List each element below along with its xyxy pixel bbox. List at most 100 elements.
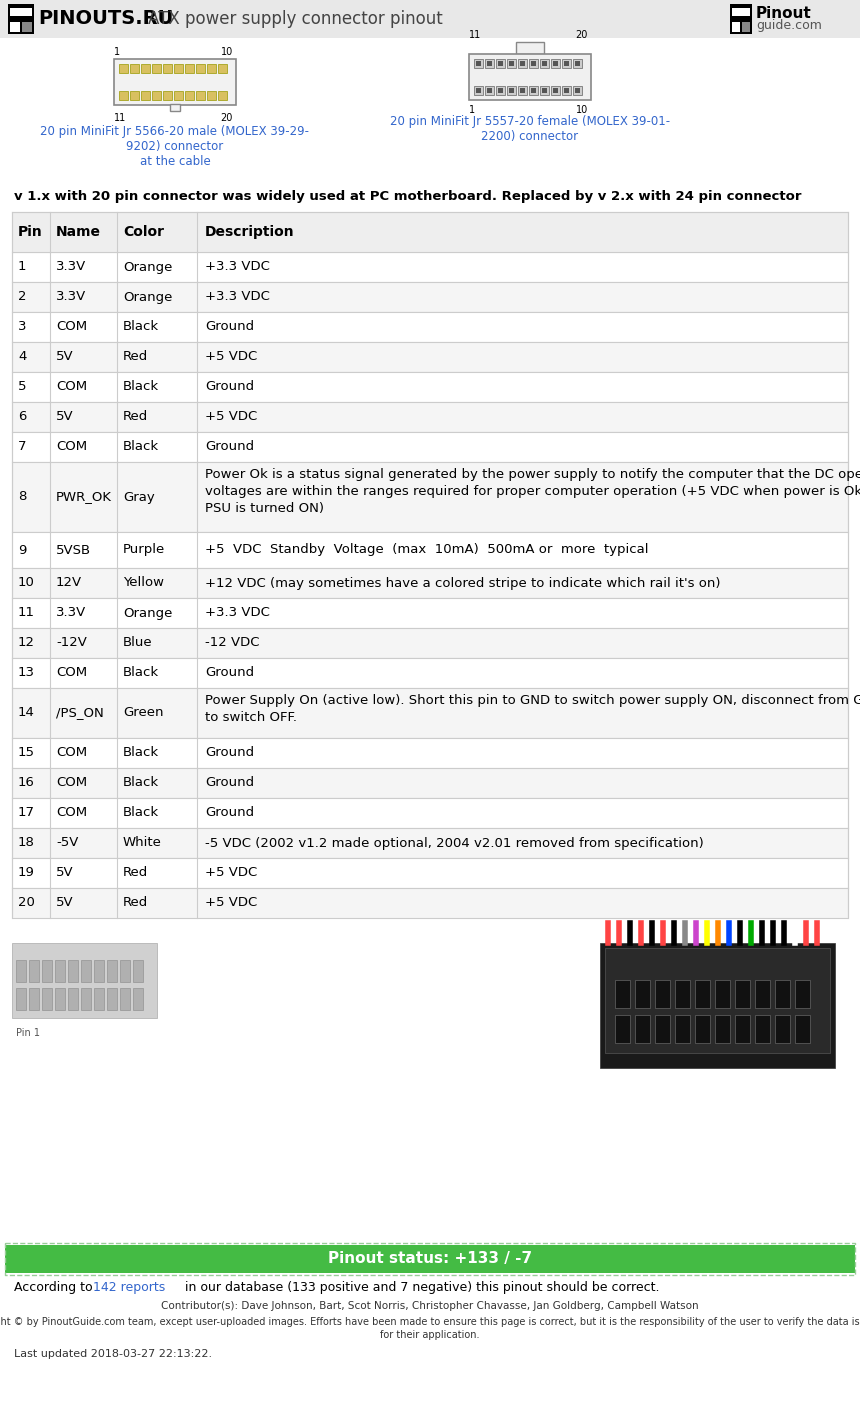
Bar: [218, 64, 227, 73]
Text: COM: COM: [56, 666, 87, 680]
Bar: [12, 568, 848, 598]
Text: COM: COM: [56, 807, 87, 820]
Bar: [732, 21, 740, 31]
Bar: [55, 961, 65, 982]
Bar: [542, 88, 547, 92]
Bar: [605, 948, 830, 1053]
Bar: [94, 961, 104, 982]
Bar: [507, 85, 516, 95]
Bar: [730, 4, 752, 34]
Bar: [196, 64, 205, 73]
Bar: [120, 961, 130, 982]
Bar: [469, 54, 591, 100]
Text: COM: COM: [56, 777, 87, 790]
Text: -12V: -12V: [56, 636, 87, 649]
Text: Black: Black: [123, 807, 159, 820]
Bar: [12, 532, 848, 568]
Bar: [529, 58, 538, 68]
Text: 5V: 5V: [56, 896, 74, 909]
Bar: [531, 88, 536, 92]
Bar: [485, 85, 494, 95]
Bar: [520, 88, 525, 92]
Bar: [795, 1015, 810, 1043]
Bar: [185, 91, 194, 100]
Bar: [775, 1015, 790, 1043]
Bar: [29, 988, 39, 1010]
Bar: [12, 462, 848, 532]
Bar: [540, 58, 549, 68]
Bar: [55, 988, 65, 1010]
Bar: [12, 282, 848, 312]
Bar: [795, 980, 810, 1007]
Bar: [10, 9, 32, 16]
Bar: [119, 91, 128, 100]
Text: in our database (133 positive and 7 negative) this pinout should be correct.: in our database (133 positive and 7 nega…: [181, 1281, 660, 1294]
Text: 12V: 12V: [56, 576, 82, 589]
Text: Pinout status: +133 / -7: Pinout status: +133 / -7: [328, 1251, 532, 1266]
Bar: [715, 980, 730, 1007]
Text: 12: 12: [18, 636, 35, 649]
Bar: [120, 988, 130, 1010]
Text: 7: 7: [18, 441, 27, 454]
Bar: [516, 43, 544, 54]
Text: +3.3 VDC: +3.3 VDC: [205, 290, 270, 303]
Bar: [5, 1245, 855, 1274]
Text: -5V: -5V: [56, 837, 78, 850]
Text: Black: Black: [123, 380, 159, 394]
Text: 16: 16: [18, 777, 35, 790]
Bar: [573, 58, 582, 68]
Bar: [12, 371, 848, 403]
Bar: [12, 687, 848, 739]
Text: Last updated 2018-03-27 22:13:22.: Last updated 2018-03-27 22:13:22.: [14, 1349, 212, 1359]
Bar: [133, 988, 143, 1010]
Bar: [487, 61, 492, 65]
Bar: [12, 312, 848, 342]
Bar: [16, 988, 26, 1010]
Bar: [130, 64, 139, 73]
Text: 5: 5: [18, 380, 27, 394]
Bar: [12, 212, 848, 252]
Text: White: White: [123, 837, 162, 850]
Bar: [518, 58, 527, 68]
Text: Orange: Orange: [123, 290, 172, 303]
Bar: [732, 9, 750, 16]
Text: Gray: Gray: [123, 491, 155, 504]
Bar: [562, 85, 571, 95]
Text: -12 VDC: -12 VDC: [205, 636, 260, 649]
Text: COM: COM: [56, 320, 87, 333]
Text: 15: 15: [18, 747, 35, 760]
Bar: [114, 58, 236, 105]
Bar: [141, 91, 150, 100]
Bar: [81, 988, 91, 1010]
Text: 10: 10: [221, 47, 233, 57]
Text: Contributor(s): Dave Johnson, Bart, Scot Norris, Christopher Chavasse, Jan Goldb: Contributor(s): Dave Johnson, Bart, Scot…: [161, 1301, 699, 1311]
Text: Black: Black: [123, 747, 159, 760]
Text: 20: 20: [18, 896, 35, 909]
Text: +3.3 VDC: +3.3 VDC: [205, 606, 270, 619]
Text: Green: Green: [123, 706, 163, 720]
Bar: [675, 1015, 690, 1043]
Bar: [12, 403, 848, 433]
Text: According to: According to: [14, 1281, 96, 1294]
Text: Yellow: Yellow: [123, 576, 164, 589]
Bar: [152, 91, 161, 100]
Text: 1: 1: [114, 47, 120, 57]
Text: COM: COM: [56, 747, 87, 760]
Bar: [10, 21, 20, 31]
Text: /PS_ON: /PS_ON: [56, 706, 104, 720]
Bar: [163, 64, 172, 73]
Text: +5 VDC: +5 VDC: [205, 350, 257, 363]
Bar: [575, 88, 580, 92]
Text: PWR_OK: PWR_OK: [56, 491, 112, 504]
Bar: [174, 64, 183, 73]
Bar: [29, 961, 39, 982]
Bar: [573, 85, 582, 95]
Bar: [12, 858, 848, 888]
Text: 11: 11: [469, 30, 482, 40]
Text: Pin: Pin: [18, 225, 43, 239]
Text: 20: 20: [221, 112, 233, 122]
Bar: [22, 21, 32, 31]
Text: 2: 2: [18, 290, 27, 303]
Bar: [675, 980, 690, 1007]
Bar: [635, 1015, 650, 1043]
